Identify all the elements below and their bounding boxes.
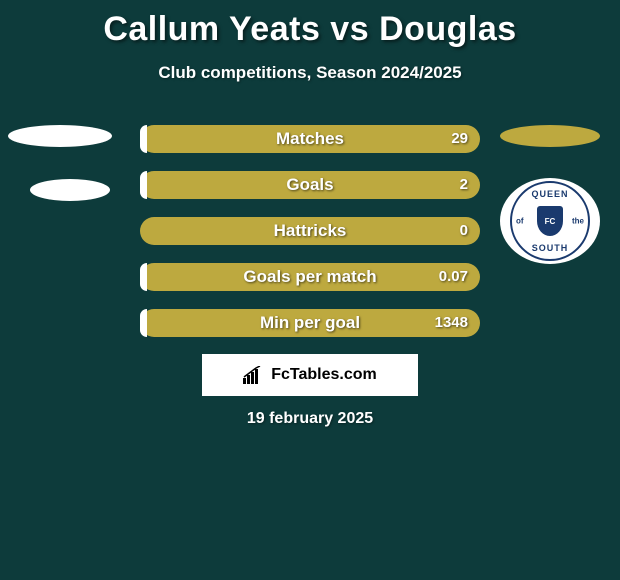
crest-text-left: of xyxy=(516,217,524,226)
page-subtitle: Club competitions, Season 2024/2025 xyxy=(0,63,620,83)
stat-right-value: 2 xyxy=(460,171,468,199)
stat-label: Matches xyxy=(140,125,480,153)
stat-row-goals-per-match: Goals per match 0.07 xyxy=(140,263,480,291)
chart-icon xyxy=(243,366,265,384)
stat-label: Min per goal xyxy=(140,309,480,337)
stat-row-min-per-goal: Min per goal 1348 xyxy=(140,309,480,337)
stat-right-value: 0 xyxy=(460,217,468,245)
crest-text-bottom: SOUTH xyxy=(532,243,569,253)
stat-right-value: 29 xyxy=(451,125,468,153)
branding-box[interactable]: FcTables.com xyxy=(202,354,418,396)
right-player-crest: QUEEN of the SOUTH FC xyxy=(500,178,600,264)
stat-label: Hattricks xyxy=(140,217,480,245)
crest-ring: QUEEN of the SOUTH FC xyxy=(510,181,590,261)
stat-label: Goals per match xyxy=(140,263,480,291)
stat-row-matches: Matches 29 xyxy=(140,125,480,153)
stat-label: Goals xyxy=(140,171,480,199)
crest-text-top: QUEEN xyxy=(531,189,568,199)
stat-row-hattricks: Hattricks 0 xyxy=(140,217,480,245)
page-title: Callum Yeats vs Douglas xyxy=(0,0,620,49)
player-ellipse-2 xyxy=(30,179,110,201)
crest-text-right: the xyxy=(572,217,584,226)
stat-right-value: 0.07 xyxy=(439,263,468,291)
crest-shield-icon: FC xyxy=(537,206,563,236)
stat-right-value: 1348 xyxy=(435,309,468,337)
footer-date: 19 february 2025 xyxy=(0,410,620,428)
stats-bars: Matches 29 Goals 2 Hattricks 0 Goals per… xyxy=(140,125,480,355)
branding-text: FcTables.com xyxy=(271,366,377,384)
left-player-avatars xyxy=(8,125,112,201)
stat-row-goals: Goals 2 xyxy=(140,171,480,199)
right-top-ellipse xyxy=(500,125,600,147)
player-ellipse-1 xyxy=(8,125,112,147)
